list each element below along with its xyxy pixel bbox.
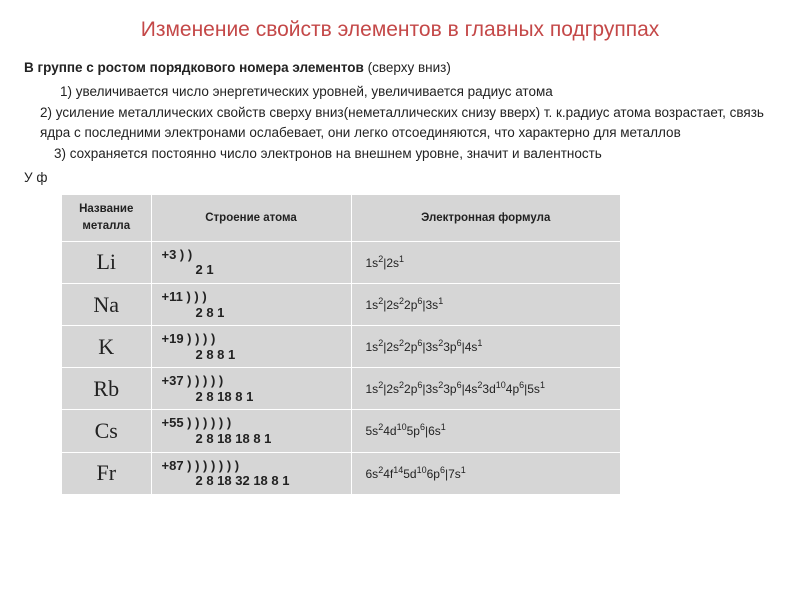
atom-structure: +19 ) ) ) )2 8 8 1 [151, 326, 351, 368]
atom-structure: +37 ) ) ) ) )2 8 18 8 1 [151, 368, 351, 410]
table-row: Na+11 ) ) )2 8 11s2|2s22p6|3s1 [61, 283, 621, 325]
metal-symbol: Na [61, 283, 151, 325]
metals-table: Название металла Строение атома Электрон… [60, 193, 622, 495]
atom-structure: +87 ) ) ) ) ) ) )2 8 18 32 18 8 1 [151, 452, 351, 495]
metal-symbol: K [61, 326, 151, 368]
atom-structure: +3 ) )2 1 [151, 241, 351, 283]
table-row: K+19 ) ) ) )2 8 8 11s2|2s22p6|3s23p6|4s1 [61, 326, 621, 368]
point-2: 2) усиление металлических свойств сверху… [40, 103, 776, 142]
slide: Изменение свойств элементов в главных по… [0, 0, 800, 600]
metal-symbol: Li [61, 241, 151, 283]
uf-text: У ф [24, 168, 776, 188]
table-row: Rb+37 ) ) ) ) )2 8 18 8 11s2|2s22p6|3s23… [61, 368, 621, 410]
atom-structure: +11 ) ) )2 8 1 [151, 283, 351, 325]
electron-formula: 1s2|2s22p6|3s1 [351, 283, 621, 325]
metal-symbol: Cs [61, 410, 151, 452]
metal-symbol: Fr [61, 452, 151, 495]
point-1: 1) увеличивается число энергетических ур… [60, 82, 776, 102]
table-container: Название металла Строение атома Электрон… [60, 193, 776, 495]
header-formula: Электронная формула [351, 194, 621, 241]
table-row: Fr+87 ) ) ) ) ) ) )2 8 18 32 18 8 16s24f… [61, 452, 621, 495]
electron-formula: 5s24d105p6|6s1 [351, 410, 621, 452]
content-block: В группе с ростом порядкового номера эле… [24, 58, 776, 496]
slide-title: Изменение свойств элементов в главных по… [24, 18, 776, 42]
table-row: Li+3 ) )2 11s2|2s1 [61, 241, 621, 283]
point-3: 3) сохраняется постоянно число электроно… [54, 144, 776, 164]
table-row: Cs+55 ) ) ) ) ) )2 8 18 18 8 15s24d105p6… [61, 410, 621, 452]
header-name: Название металла [61, 194, 151, 241]
intro-bold: В группе с ростом порядкового номера эле… [24, 60, 364, 75]
electron-formula: 1s2|2s22p6|3s23p6|4s23d104p6|5s1 [351, 368, 621, 410]
table-body: Li+3 ) )2 11s2|2s1Na+11 ) ) )2 8 11s2|2s… [61, 241, 621, 495]
intro-tail: (сверху вниз) [364, 60, 451, 75]
atom-structure: +55 ) ) ) ) ) )2 8 18 18 8 1 [151, 410, 351, 452]
table-header-row: Название металла Строение атома Электрон… [61, 194, 621, 241]
intro-line: В группе с ростом порядкового номера эле… [24, 58, 776, 78]
electron-formula: 1s2|2s1 [351, 241, 621, 283]
metal-symbol: Rb [61, 368, 151, 410]
electron-formula: 1s2|2s22p6|3s23p6|4s1 [351, 326, 621, 368]
electron-formula: 6s24f145d106p6|7s1 [351, 452, 621, 495]
header-structure: Строение атома [151, 194, 351, 241]
